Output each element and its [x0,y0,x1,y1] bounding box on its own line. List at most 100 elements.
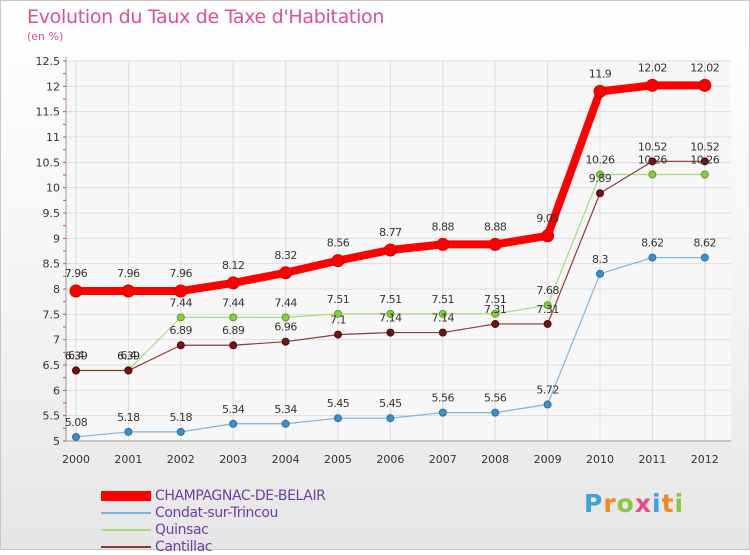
proxiti-logo: Proxiti [584,489,685,518]
data-label: 8.88 [484,220,507,233]
data-point-2 [648,170,657,179]
y-tick-label: 6.5 [43,359,61,372]
data-point-0 [541,229,555,243]
data-label: 9.05 [536,212,559,225]
data-point-2 [596,170,604,179]
data-label: 6.89 [222,324,245,337]
data-label: 7.31 [484,303,507,316]
data-point-3 [700,157,709,166]
x-tick-label: 2001 [114,453,142,466]
data-point-3 [176,341,185,350]
data-point-0 [174,284,188,298]
x-tick-label: 2000 [62,453,90,466]
data-point-3 [648,157,657,166]
data-point-1 [124,427,133,436]
data-label: 8.77 [379,226,402,239]
data-point-1 [543,400,552,409]
data-point-0 [331,254,345,268]
data-label: 7.1 [330,314,346,327]
legend-swatch [101,528,151,531]
x-tick-label: 2004 [272,453,300,466]
data-label: 5.18 [117,411,140,424]
data-label: 9.89 [589,172,612,185]
legend-item: Cantillac [101,538,326,555]
x-tick-label: 2005 [324,453,352,466]
data-point-3 [438,328,447,337]
x-tick-label: 2006 [376,453,404,466]
data-point-2 [438,309,447,318]
data-point-0 [488,237,502,251]
line-chart: 55.566.577.588.599.51010.51111.51212.520… [36,55,731,466]
y-tick-label: 10.5 [36,156,61,169]
data-label: 10.52 [638,140,667,153]
data-point-1 [491,408,500,417]
data-label: 10.26 [690,153,719,166]
data-label: 7.68 [536,284,559,297]
data-label: 5.34 [222,403,245,416]
data-point-0 [279,266,293,280]
data-label: 7.51 [484,293,507,306]
x-tick-label: 2002 [167,453,195,466]
data-point-1 [386,414,395,423]
data-point-2 [491,309,500,318]
data-label: 8.62 [694,237,717,250]
data-point-2 [229,313,238,322]
data-label: 7.14 [379,312,402,325]
data-label: 8.12 [222,259,245,272]
data-label: 7.51 [327,293,350,306]
data-point-3 [72,366,80,375]
legend-item: CHAMPAGNAC-DE-BELAIR [101,487,326,504]
data-point-3 [386,328,395,337]
data-point-3 [281,337,290,346]
data-label: 6.39 [65,350,88,363]
y-tick-label: 10 [46,182,60,195]
legend-label: CHAMPAGNAC-DE-BELAIR [155,487,326,504]
data-point-3 [491,319,500,328]
y-tick-label: 12 [46,80,60,93]
data-point-2 [543,301,552,310]
data-point-1 [281,419,290,428]
data-point-3 [334,330,342,339]
x-tick-label: 2009 [534,453,562,466]
data-label: 5.45 [327,397,350,410]
data-label: 7.44 [274,296,297,309]
data-label: 7.51 [432,293,455,306]
data-label: 11.9 [589,67,612,80]
legend-swatch [101,545,151,548]
data-point-0 [593,84,607,98]
data-label: 7.14 [432,312,455,325]
x-tick-label: 2012 [691,453,719,466]
data-label: 8.56 [327,237,350,250]
legend-label: Cantillac [155,538,213,555]
y-tick-label: 9 [53,232,60,245]
y-tick-label: 12.5 [36,55,61,68]
data-label: 7.51 [379,293,402,306]
data-label: 5.56 [484,392,507,405]
data-point-1 [229,419,238,428]
data-label: 7.44 [222,296,245,309]
data-label: 6.89 [170,324,193,337]
data-label: 6.4 [68,349,84,362]
y-tick-label: 5.5 [43,410,61,423]
data-point-0 [226,276,240,290]
y-tick-label: 8.5 [43,258,61,271]
data-label: 12.02 [638,61,667,74]
data-point-3 [124,366,133,375]
data-point-2 [281,313,290,322]
data-point-3 [229,341,238,350]
data-label: 6.39 [117,350,140,363]
data-label: 5.08 [65,416,88,429]
legend-label: Condat-sur-Trincou [155,504,278,521]
data-label: 5.34 [274,403,297,416]
data-point-3 [543,319,552,328]
data-point-1 [700,253,709,262]
data-label: 10.26 [638,153,667,166]
data-point-2 [386,309,395,318]
data-point-1 [72,432,80,441]
data-point-0 [383,243,397,257]
x-tick-label: 2010 [586,453,614,466]
data-label: 7.96 [117,267,140,280]
data-point-1 [596,269,604,278]
data-label: 5.72 [536,384,559,397]
